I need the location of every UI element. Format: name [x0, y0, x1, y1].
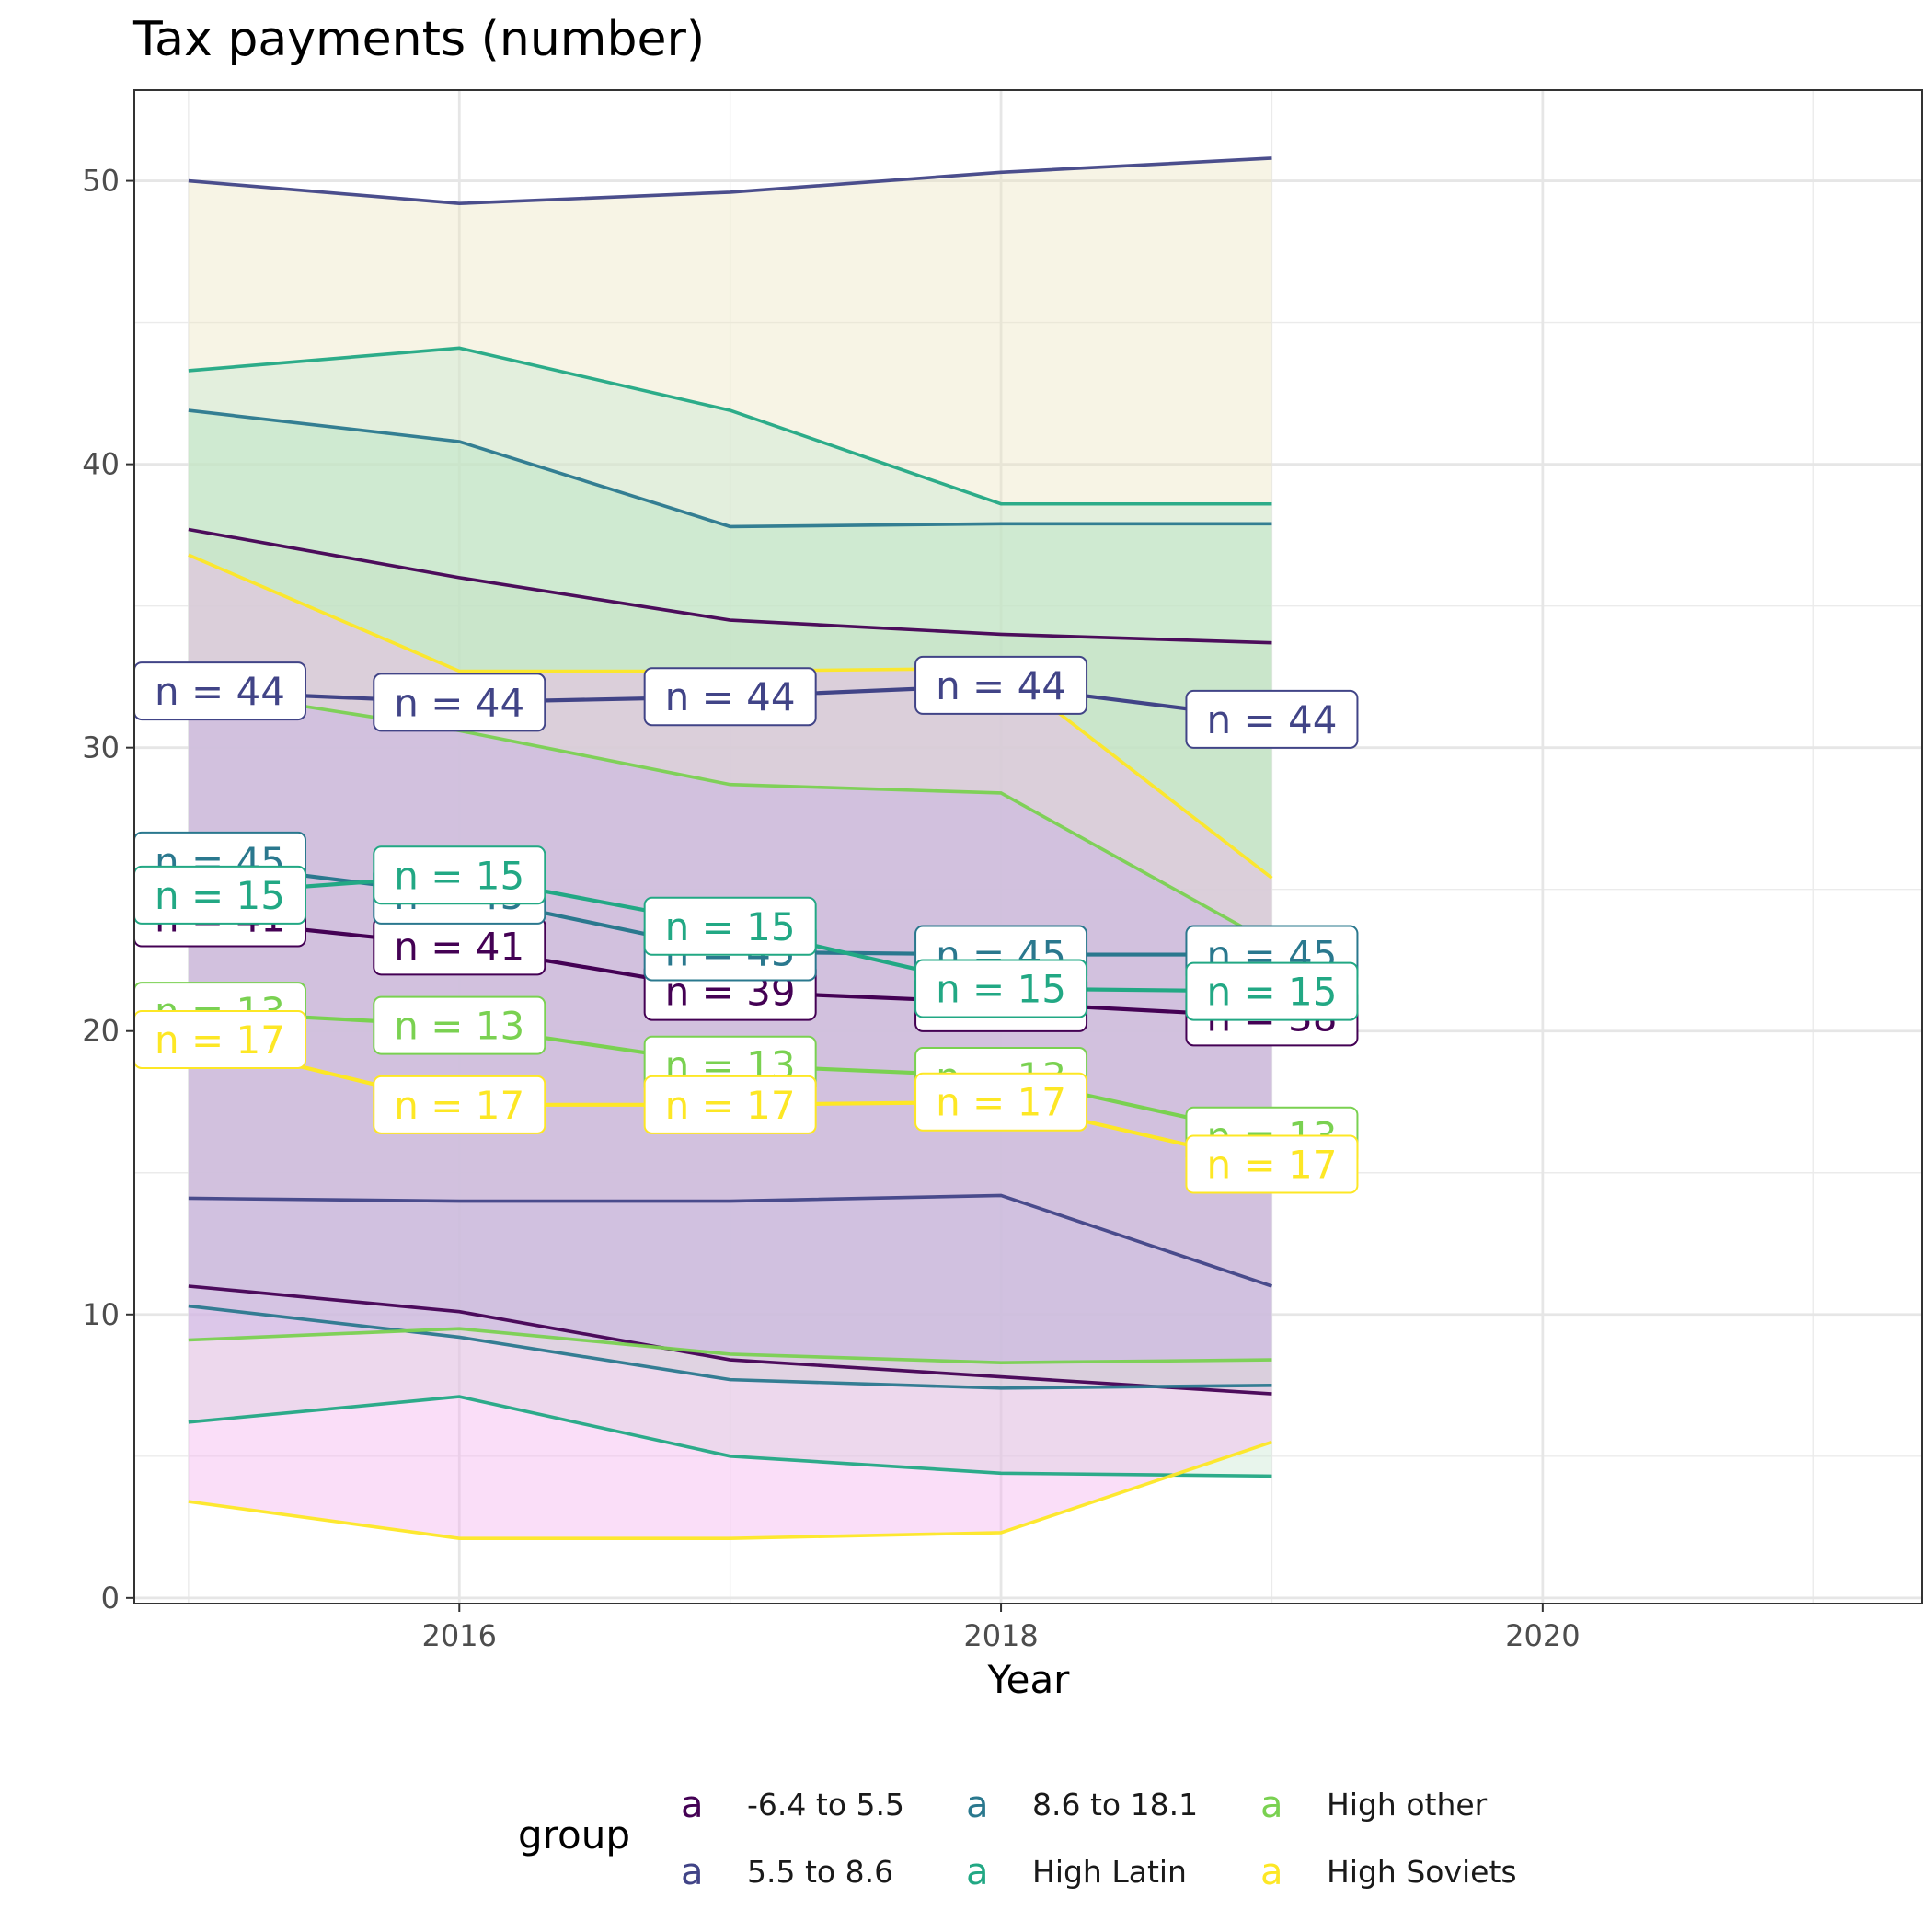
count-label-text: n = 13	[394, 1004, 524, 1049]
count-label: n = 15	[133, 865, 306, 925]
count-label: n = 17	[914, 1072, 1088, 1132]
x-tick-label: 2020	[1505, 1618, 1580, 1653]
count-label-text: n = 17	[936, 1080, 1066, 1125]
count-label-box	[373, 845, 546, 905]
count-label: n = 15	[1185, 961, 1359, 1021]
count-label-box	[373, 673, 546, 732]
y-tick-label: 20	[82, 1014, 120, 1049]
legend: group a -6.4 to 5.5 a 5.5 to 8.6 a 8.6 to 18.…	[518, 1784, 1517, 1893]
legend-item: a 8.6 to 18.1	[966, 1784, 1198, 1826]
count-label-box	[643, 1075, 817, 1134]
count-label: n = 17	[1185, 1134, 1359, 1194]
legend-title: group	[518, 1812, 630, 1857]
upper-line-5-5-to-8-6	[188, 156, 1272, 206]
count-label-text: n = 44	[1206, 697, 1337, 742]
count-label: n = 17	[133, 1009, 306, 1069]
legend-item: a High other	[1260, 1784, 1488, 1826]
count-label: n = 15	[643, 896, 817, 956]
count-label-text: n = 17	[1206, 1143, 1337, 1188]
count-label-text: n = 44	[665, 674, 796, 719]
count-label-box	[1185, 689, 1359, 749]
y-tick-label: 10	[82, 1297, 120, 1332]
band-boundary-lines	[188, 156, 1273, 1540]
count-label: n = 15	[914, 959, 1088, 1018]
count-label-text: n = 15	[155, 873, 285, 918]
count-label: n = 41	[373, 916, 546, 976]
count-labels: n = 41n = 41n = 39n = 38n = 38n = 44n = …	[133, 655, 1359, 1194]
legend-label: -6.4 to 5.5	[747, 1787, 904, 1823]
legend-label: High Soviets	[1327, 1854, 1517, 1890]
x-axis: 2016 2018 2020	[422, 1604, 1581, 1653]
count-label: n = 44	[643, 667, 817, 727]
x-tick-label: 2018	[963, 1618, 1038, 1653]
count-label-text: n = 17	[394, 1083, 524, 1128]
lower-line-8-6-to-18-1	[188, 1304, 1272, 1390]
y-tick-label: 0	[101, 1581, 120, 1616]
x-tick-label: 2016	[422, 1618, 497, 1653]
plot-panel: n = 41n = 41n = 39n = 38n = 38n = 44n = …	[133, 89, 1923, 1604]
lower-line-high-soviets	[188, 1440, 1273, 1540]
count-label-box	[914, 1072, 1088, 1132]
upper-line-8-6-to-18-1	[188, 408, 1272, 529]
count-label-text: n = 44	[155, 669, 285, 714]
legend-item: a High Latin	[966, 1851, 1187, 1893]
count-label-text: n = 15	[936, 967, 1066, 1012]
count-label-box	[1185, 1134, 1359, 1194]
count-label: n = 44	[133, 661, 306, 721]
grid-minor	[134, 90, 1922, 1604]
count-label-box	[373, 995, 546, 1055]
lower-line--6-4-to-5-5	[188, 1284, 1272, 1396]
y-tick-label: 50	[82, 164, 120, 199]
count-label-text: n = 17	[665, 1083, 796, 1128]
y-axis: 0 10 20 30 40 50	[82, 164, 134, 1616]
count-label-text: n = 44	[936, 663, 1066, 708]
count-label-box	[1185, 961, 1359, 1021]
panel-border	[133, 89, 1923, 1604]
lower-line-high-other	[188, 1327, 1272, 1364]
count-label: n = 44	[914, 655, 1088, 715]
upper-line-high-latin	[188, 346, 1272, 506]
count-label-text: n = 15	[394, 853, 524, 898]
confidence-bands	[188, 157, 1272, 1539]
count-label-box	[914, 959, 1088, 1018]
y-tick-label: 40	[82, 447, 120, 482]
count-label: n = 13	[373, 995, 546, 1055]
upper-line--6-4-to-5-5	[188, 527, 1272, 645]
legend-item: a High Soviets	[1260, 1851, 1517, 1893]
legend-item: a 5.5 to 8.6	[681, 1851, 893, 1893]
count-label: n = 44	[373, 673, 546, 732]
count-label-text: n = 17	[155, 1018, 285, 1063]
count-label-box	[373, 1075, 546, 1134]
legend-label: High other	[1327, 1787, 1488, 1823]
legend-item: a -6.4 to 5.5	[681, 1784, 904, 1826]
count-label-box	[643, 667, 817, 727]
count-label: n = 17	[373, 1075, 546, 1134]
x-axis-title: Year	[987, 1657, 1071, 1702]
lower-line-5-5-to-8-6	[188, 1193, 1273, 1288]
legend-label: 5.5 to 8.6	[747, 1854, 893, 1890]
upper-line-high-other	[188, 686, 1273, 945]
legend-key-glyph: a	[966, 1851, 989, 1893]
legend-key-glyph: a	[681, 1784, 704, 1826]
count-label: n = 15	[373, 845, 546, 905]
y-tick-label: 30	[82, 730, 120, 765]
chart-title: Tax payments (number)	[132, 12, 705, 67]
legend-label: 8.6 to 18.1	[1032, 1787, 1198, 1823]
lower-line-high-latin	[188, 1395, 1272, 1478]
count-label: n = 17	[643, 1075, 817, 1134]
count-label-text: n = 44	[394, 680, 524, 725]
count-label-text: n = 41	[394, 924, 524, 969]
legend-key-glyph: a	[966, 1784, 989, 1826]
count-label-text: n = 15	[665, 904, 796, 949]
legend-key-glyph: a	[681, 1851, 704, 1893]
count-label-text: n = 15	[1206, 970, 1337, 1015]
legend-key-glyph: a	[1260, 1851, 1283, 1893]
count-label: n = 44	[1185, 689, 1359, 749]
legend-key-glyph: a	[1260, 1784, 1283, 1826]
legend-label: High Latin	[1032, 1854, 1187, 1890]
count-label-box	[643, 896, 817, 956]
count-label-box	[914, 655, 1088, 715]
